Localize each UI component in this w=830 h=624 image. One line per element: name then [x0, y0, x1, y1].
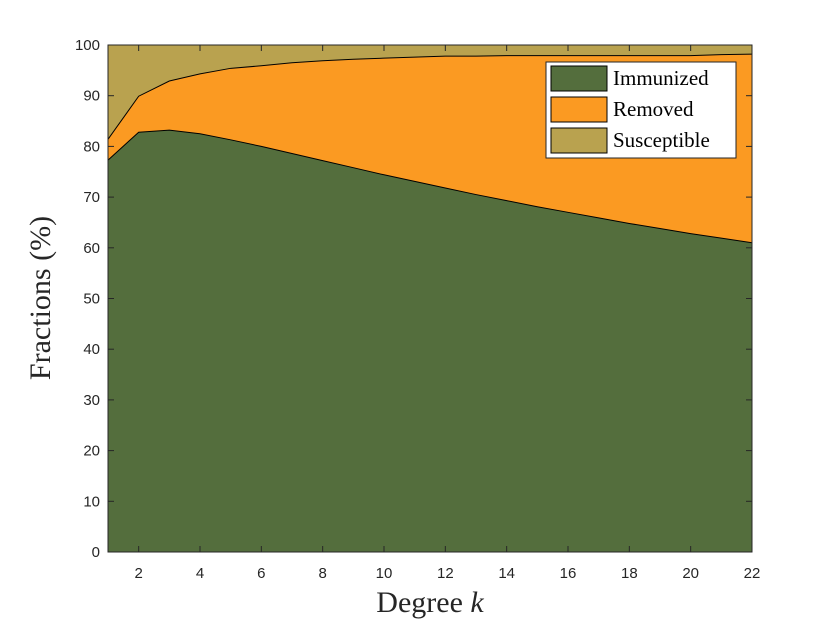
y-tick-label: 90 — [83, 88, 100, 105]
x-tick-label: 22 — [744, 565, 761, 582]
x-tick-label: 20 — [682, 565, 699, 582]
x-tick-label: 8 — [318, 565, 326, 582]
legend: Immunized Removed Susceptible — [545, 61, 737, 159]
y-tick-label: 30 — [83, 392, 100, 409]
y-tick-label: 20 — [83, 443, 100, 460]
y-tick-label: 0 — [92, 544, 100, 561]
legend-swatch-removed — [550, 96, 608, 123]
y-tick-label: 80 — [83, 138, 100, 155]
x-axis-title-text: Degree — [376, 586, 470, 619]
x-tick-label: 14 — [498, 565, 515, 582]
x-tick-label: 16 — [560, 565, 577, 582]
y-axis-title: Fractions (%) — [24, 216, 57, 380]
legend-label-immunized: Immunized — [613, 66, 709, 90]
y-axis-ticks: 0 10 20 30 40 50 60 70 80 90 100 — [75, 37, 752, 561]
x-axis-title: Degree k — [376, 586, 484, 619]
legend-label-susceptible: Susceptible — [613, 128, 710, 152]
legend-items: Immunized Removed Susceptible — [550, 65, 710, 154]
y-tick-label: 50 — [83, 291, 100, 308]
y-tick-label: 60 — [83, 240, 100, 257]
x-tick-label: 2 — [134, 565, 142, 582]
boundary-lines — [107, 53, 753, 244]
boundary-line-immunized — [107, 129, 753, 244]
boundary-line-removed — [107, 53, 753, 140]
legend-swatch-immunized — [550, 65, 608, 92]
x-tick-label: 12 — [437, 565, 454, 582]
area-immunized — [108, 130, 752, 552]
y-tick-label: 100 — [75, 37, 100, 54]
x-tick-label: 18 — [621, 565, 638, 582]
y-tick-label: 10 — [83, 493, 100, 510]
x-tick-label: 4 — [196, 565, 204, 582]
legend-label-removed: Removed — [613, 97, 694, 121]
legend-swatch-susceptible — [550, 127, 608, 154]
x-axis-ticks: 2 4 6 8 10 12 14 16 18 20 22 — [134, 45, 760, 582]
x-axis-variable: k — [470, 586, 484, 619]
y-tick-label: 70 — [83, 189, 100, 206]
x-tick-label: 6 — [257, 565, 265, 582]
y-tick-label: 40 — [83, 341, 100, 358]
area-susceptible — [108, 45, 752, 140]
x-tick-label: 10 — [376, 565, 393, 582]
